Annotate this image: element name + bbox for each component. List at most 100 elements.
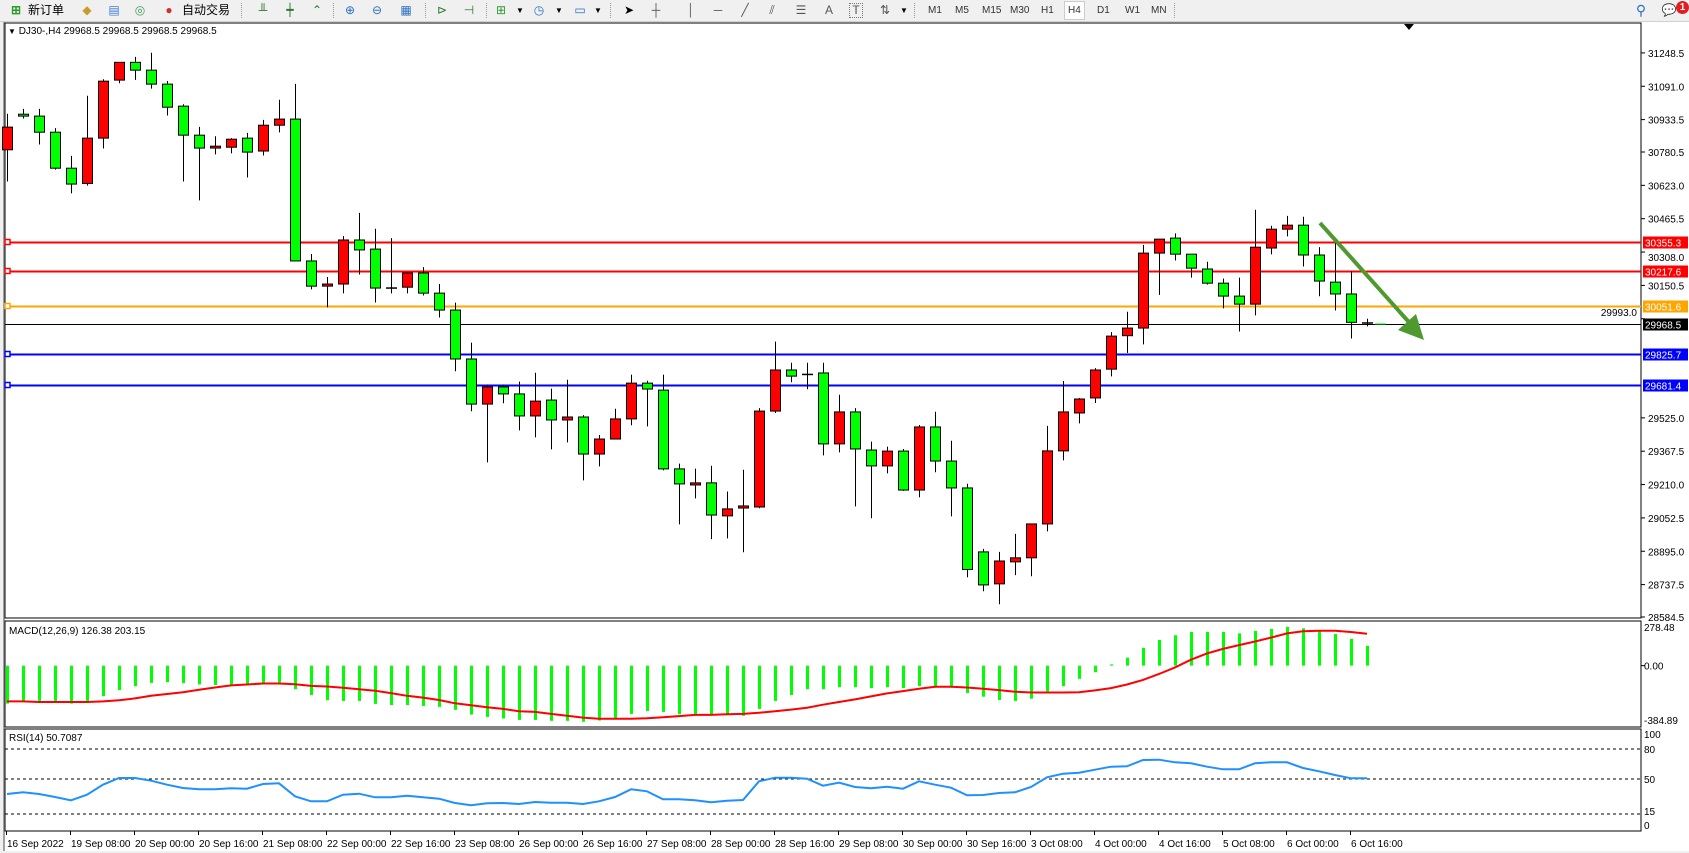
level-handle-icon: [4, 381, 11, 389]
macd-histogram-bar: [1014, 665, 1017, 701]
arrows-dropdown-icon[interactable]: ▼: [900, 6, 908, 15]
candle-body: [1314, 254, 1325, 282]
line-chart-icon[interactable]: ⌃: [311, 3, 323, 17]
candle-body: [1154, 238, 1165, 254]
timeframe-m5[interactable]: M5: [955, 5, 969, 16]
candle-body: [66, 167, 77, 185]
price-tick-label: 29367.5: [1648, 447, 1685, 458]
price-tick-label: 30465.5: [1648, 215, 1685, 226]
macd-histogram-bar: [294, 665, 297, 690]
candle-body: [818, 372, 829, 445]
timeframe-h4[interactable]: H4: [1064, 1, 1085, 20]
macd-histogram-bar: [422, 665, 425, 706]
candle-body: [866, 449, 877, 467]
fibonacci-retracement-icon[interactable]: ☰: [795, 3, 807, 17]
price-level-badge: [1643, 265, 1688, 278]
candle-body: [930, 426, 941, 462]
macd-histogram-bar: [70, 665, 73, 704]
metaeditor-icon[interactable]: ◆: [82, 3, 92, 17]
horizontal-line-icon[interactable]: ─: [713, 3, 723, 17]
candlestick-chart-icon[interactable]: ┿: [286, 3, 294, 17]
chart-window[interactable]: [3, 22, 1689, 851]
timeframe-mn[interactable]: MN: [1151, 5, 1167, 16]
timeframe-m15[interactable]: M15: [982, 5, 1002, 16]
bar-chart-icon[interactable]: ╨: [258, 3, 268, 17]
new-order-icon[interactable]: ⊞: [10, 3, 22, 17]
indicators-icon[interactable]: ⊞: [495, 3, 507, 17]
notification-badge[interactable]: 1: [1676, 1, 1689, 14]
templates-dropdown-icon[interactable]: ▼: [594, 6, 602, 15]
time-tick-label: 29 Sep 08:00: [839, 839, 899, 850]
candle-body: [1122, 327, 1133, 337]
vertical-line-icon[interactable]: │: [687, 3, 695, 17]
zoom-in-icon[interactable]: ⊕: [344, 3, 356, 17]
candle-body: [962, 487, 973, 570]
chart-symbol: DJ30-,H4: [18, 26, 61, 37]
auto-trading-button[interactable]: 自动交易: [182, 3, 231, 17]
candle-body: [514, 393, 525, 417]
timeframe-w1[interactable]: W1: [1125, 5, 1140, 16]
trend-arrow-head-icon: [1398, 314, 1424, 340]
rsi-axis-label: 100: [1644, 730, 1661, 741]
macd-histogram-bar: [438, 665, 441, 707]
candle-body: [1042, 450, 1053, 525]
macd-label: MACD(12,26,9) 126.38 203.15: [9, 626, 146, 637]
candle-body: [1202, 268, 1213, 284]
macd-histogram-bar: [678, 665, 681, 715]
timeframe-d1[interactable]: D1: [1097, 5, 1110, 16]
market-watch-icon[interactable]: ▤: [108, 3, 120, 17]
timeframe-h1[interactable]: H1: [1041, 5, 1054, 16]
macd-histogram-bar: [118, 665, 121, 691]
periods-dropdown-icon[interactable]: ▼: [555, 6, 563, 15]
macd-histogram-bar: [582, 665, 585, 722]
time-tick-label: 6 Oct 16:00: [1351, 839, 1403, 850]
macd-histogram-bar: [342, 665, 345, 701]
price-tick-label: 30780.5: [1648, 148, 1685, 159]
auto-trading-icon[interactable]: ●: [165, 3, 173, 17]
signals-icon[interactable]: ◎: [134, 3, 146, 17]
notifications-icon[interactable]: 💬: [1661, 3, 1677, 17]
indicators-dropdown-icon[interactable]: ▼: [516, 6, 524, 15]
auto-scroll-icon[interactable]: ⊳: [436, 3, 448, 17]
macd-histogram-bar: [86, 665, 89, 701]
text-tool-button[interactable]: A: [824, 3, 833, 17]
candle-body: [354, 239, 365, 251]
candle-body: [2, 126, 13, 151]
chart-shift-icon[interactable]: ⊣: [463, 3, 475, 17]
new-order-button[interactable]: 新订单: [28, 3, 65, 17]
time-tick-label: 28 Sep 00:00: [711, 839, 771, 850]
price-tick-label: 28584.5: [1648, 613, 1685, 624]
crosshair-icon[interactable]: ┼: [651, 3, 661, 17]
templates-icon[interactable]: ▭: [574, 3, 586, 17]
arrows-icon[interactable]: ⇅: [879, 3, 891, 17]
candle-body: [146, 69, 157, 85]
candle-body: [34, 115, 45, 133]
zoom-out-icon[interactable]: ⊖: [371, 3, 383, 17]
timeframe-m30[interactable]: M30: [1010, 5, 1030, 16]
price-level-label: 29825.7: [1645, 351, 1682, 362]
macd-histogram-bar: [406, 665, 409, 706]
tile-windows-icon[interactable]: ▦: [400, 3, 412, 17]
macd-histogram-bar: [790, 665, 793, 695]
search-icon[interactable]: ⚲: [1635, 2, 1647, 18]
time-tick-label: 20 Sep 16:00: [199, 839, 259, 850]
price-level-label: 30217.6: [1645, 268, 1682, 279]
trendline-icon[interactable]: ╱: [741, 3, 749, 17]
macd-histogram-bar: [758, 665, 761, 709]
periods-clock-icon[interactable]: ◷: [533, 3, 545, 17]
macd-histogram-bar: [1238, 633, 1241, 666]
macd-histogram-bar: [838, 665, 841, 688]
cursor-icon[interactable]: ➤: [623, 3, 635, 17]
candle-body: [1186, 253, 1197, 269]
timeframe-m1[interactable]: M1: [928, 5, 942, 16]
candle-body: [1138, 252, 1149, 329]
text-label-tool-button[interactable]: T: [849, 3, 863, 18]
candle-body: [482, 386, 493, 405]
equidistant-channel-icon[interactable]: ⫽: [769, 3, 775, 17]
macd-histogram-bar: [710, 665, 713, 715]
chart-menu-triangle-icon[interactable]: ▼: [8, 27, 16, 36]
macd-histogram-bar: [230, 665, 233, 685]
candle-body: [82, 137, 93, 184]
macd-histogram-bar: [54, 665, 57, 701]
